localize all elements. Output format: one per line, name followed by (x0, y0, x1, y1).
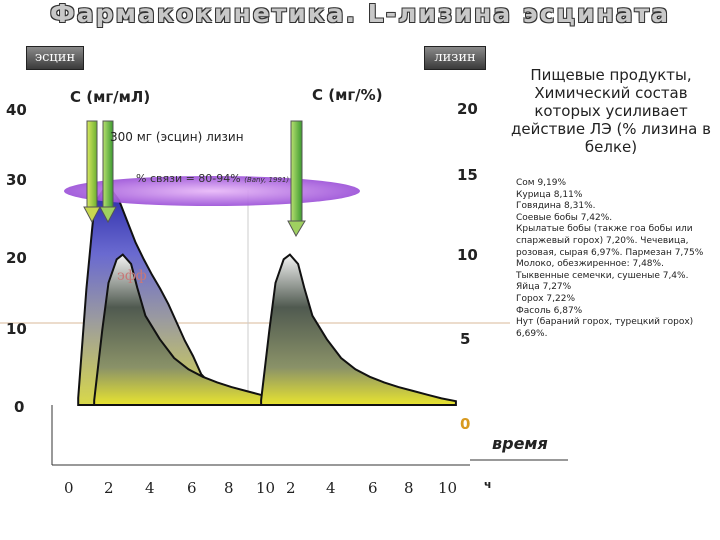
curve-point (192, 355, 194, 357)
slide-title: Фармакокинетика. L-лизина эсцината (50, 0, 670, 28)
y-left-tick: 20 (6, 249, 27, 267)
food-item: Горох 7,22% (516, 293, 575, 304)
curve-point (426, 394, 428, 396)
x-tick: 8 (224, 479, 234, 497)
x-tick: 10 (256, 479, 276, 497)
x-tick: 6 (187, 479, 197, 497)
dose-arrow-lysine (99, 120, 117, 224)
curve-point (283, 258, 285, 260)
dose-annotation: 300 мг (эсцин) лизин (110, 130, 244, 144)
binding-text: % связи = 80-94% (136, 172, 241, 185)
y-left-tick: 0 (14, 398, 25, 416)
food-panel-heading: Пищевые продукты, Химический состав кото… (511, 66, 711, 156)
curve-point (187, 368, 189, 370)
curve-point (397, 386, 400, 388)
x-tick: 4 (326, 479, 336, 497)
x-tick: 0 (64, 479, 74, 497)
y-left-tick: 30 (6, 171, 27, 189)
y-right-tick: 10 (457, 246, 478, 264)
curve-point (354, 368, 356, 370)
curve-point (107, 282, 110, 284)
curve-point (311, 315, 313, 317)
escin-curve (260, 253, 457, 406)
curve-point (274, 282, 277, 284)
curve-point (412, 390, 414, 392)
curve-point (268, 329, 270, 331)
binding-annotation: % связи = 80-94% (Bany, 1991) (136, 172, 289, 185)
curve-point (326, 338, 328, 340)
curve-point (151, 274, 153, 276)
y-right-tick: 15 (457, 166, 478, 184)
curve-point (135, 242, 137, 244)
curve-point (130, 263, 132, 265)
curve-point (126, 221, 128, 223)
curve-point (440, 397, 443, 399)
binding-ellipse (64, 176, 360, 206)
curve-point (230, 386, 233, 388)
x-tick: 6 (368, 479, 378, 497)
y-left-tick: 40 (6, 101, 27, 119)
x-axis-label: время (492, 434, 548, 453)
curve-point (289, 254, 291, 256)
curve-point (143, 258, 145, 260)
y-left-tick: 10 (6, 320, 27, 338)
curve-point (173, 357, 175, 359)
curve-point (303, 286, 305, 289)
curve-point (159, 338, 161, 340)
curve-point (85, 288, 87, 290)
food-item: Тыквенные семечки, сушеные 7,4%. (516, 270, 689, 281)
food-item: Молоко, обезжиренное: 7,48%. (516, 259, 664, 270)
binding-reference: (Bany, 1991) (244, 176, 290, 184)
curve-point (200, 373, 202, 375)
curve-point (260, 399, 262, 401)
curve-point (122, 254, 124, 256)
curve-point (340, 357, 342, 359)
curve-point (383, 381, 385, 383)
y-left-unit: C (мг/мЛ) (70, 88, 151, 106)
curve-point (202, 376, 204, 378)
y-right-tick: 5 (460, 330, 471, 348)
curve-point (369, 376, 371, 378)
x-tick: 2 (286, 479, 296, 497)
dose-arrow-second (287, 120, 306, 238)
curve-point (259, 394, 261, 396)
curve-point (167, 303, 169, 305)
dose-arrow-escin (83, 120, 101, 224)
curve-point (176, 321, 178, 323)
eff-annotation: эфф (117, 268, 147, 284)
curve-point (93, 399, 95, 401)
curve-point (184, 340, 186, 342)
curve-point (144, 315, 146, 317)
lysine-tag: лизин (424, 46, 486, 70)
curve-point (245, 390, 247, 392)
food-item: Фасоль 6,87% (516, 305, 583, 316)
x-axis-unit: ч (484, 478, 492, 491)
y-right-tick: 0 (460, 415, 471, 433)
escin-tag: эсцин (26, 46, 84, 70)
curve-point (101, 329, 103, 331)
x-tick: 10 (438, 479, 458, 497)
curve-point (455, 400, 457, 402)
food-item: Соевые бобы 7,42%. (516, 212, 613, 223)
food-item: Курица 8,11% (516, 189, 583, 200)
y-right-tick: 20 (457, 100, 478, 118)
curve-point (136, 286, 138, 289)
x-tick: 2 (104, 479, 114, 497)
curve-point (159, 288, 161, 290)
x-tick: 4 (145, 479, 155, 497)
y-right-unit: C (мг/%) (312, 86, 383, 104)
food-item: Яйца 7,27% (516, 282, 572, 293)
food-item: Говядина 8,31%. (516, 201, 596, 212)
food-list: Сом 9,19% Курица 8,11% Говядина 8,31%. Соев… (516, 178, 714, 340)
food-item: Крылатые бобы (также гоа бобы или спарже… (516, 224, 704, 258)
curve-point (116, 258, 118, 260)
food-item: Нут (бараний горох, турецкий горох) 6,69… (516, 317, 694, 339)
food-item: Сом 9,19% (516, 178, 567, 188)
curve-point (77, 397, 79, 399)
curve-point (297, 263, 299, 265)
x-tick: 8 (404, 479, 414, 497)
curve-point (216, 381, 218, 383)
